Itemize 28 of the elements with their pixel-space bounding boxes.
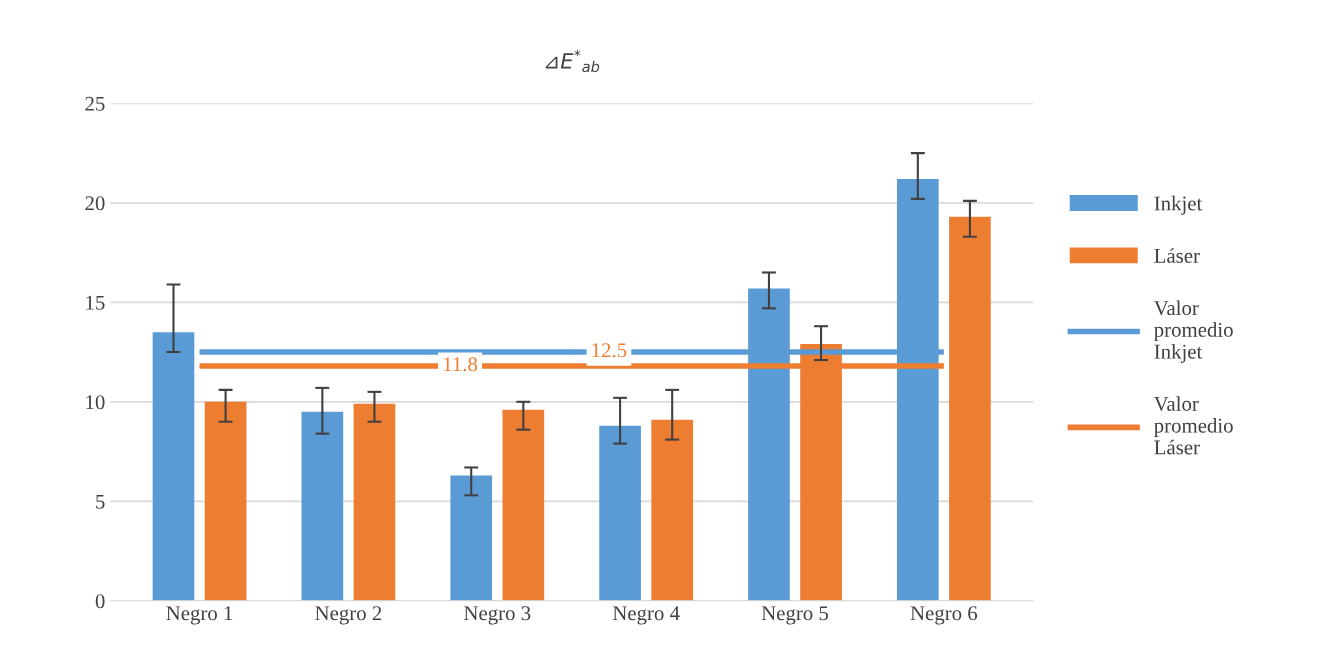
y-tick-label: 10 <box>86 395 105 410</box>
data-label: 12.5 <box>592 343 627 358</box>
y-tick-label: 0 <box>95 594 105 609</box>
legend-label: Inkjet <box>1154 195 1203 215</box>
x-tick-label: Negro 1 <box>166 606 233 625</box>
x-tick-label: Negro 5 <box>761 606 829 625</box>
x-tick-label: Negro 4 <box>612 606 680 625</box>
y-tick-label: 20 <box>85 196 105 211</box>
bar <box>502 409 545 601</box>
bar <box>204 401 247 601</box>
legend-label: Valor promedio Inkjet <box>1153 300 1233 363</box>
data-label: 11.8 <box>444 357 478 372</box>
legend-label: Láser <box>1154 248 1200 263</box>
y-tick-label: 25 <box>85 96 105 111</box>
legend-label: Valor promedio Láser <box>1153 396 1233 455</box>
bar <box>353 403 396 601</box>
bar <box>450 475 493 601</box>
bar <box>651 419 694 601</box>
x-tick-label: Negro 2 <box>315 606 382 625</box>
chart-title: ⊿E$^{*}$$_{ab}$ <box>545 49 600 73</box>
bar <box>949 216 991 601</box>
y-tick-label: 5 <box>96 494 105 509</box>
x-tick-label: Negro 6 <box>910 606 978 625</box>
y-tick-label: 15 <box>86 295 105 310</box>
bar <box>152 332 195 601</box>
bar <box>301 411 344 601</box>
x-tick-label: Negro 3 <box>464 606 531 625</box>
bar <box>599 425 641 601</box>
